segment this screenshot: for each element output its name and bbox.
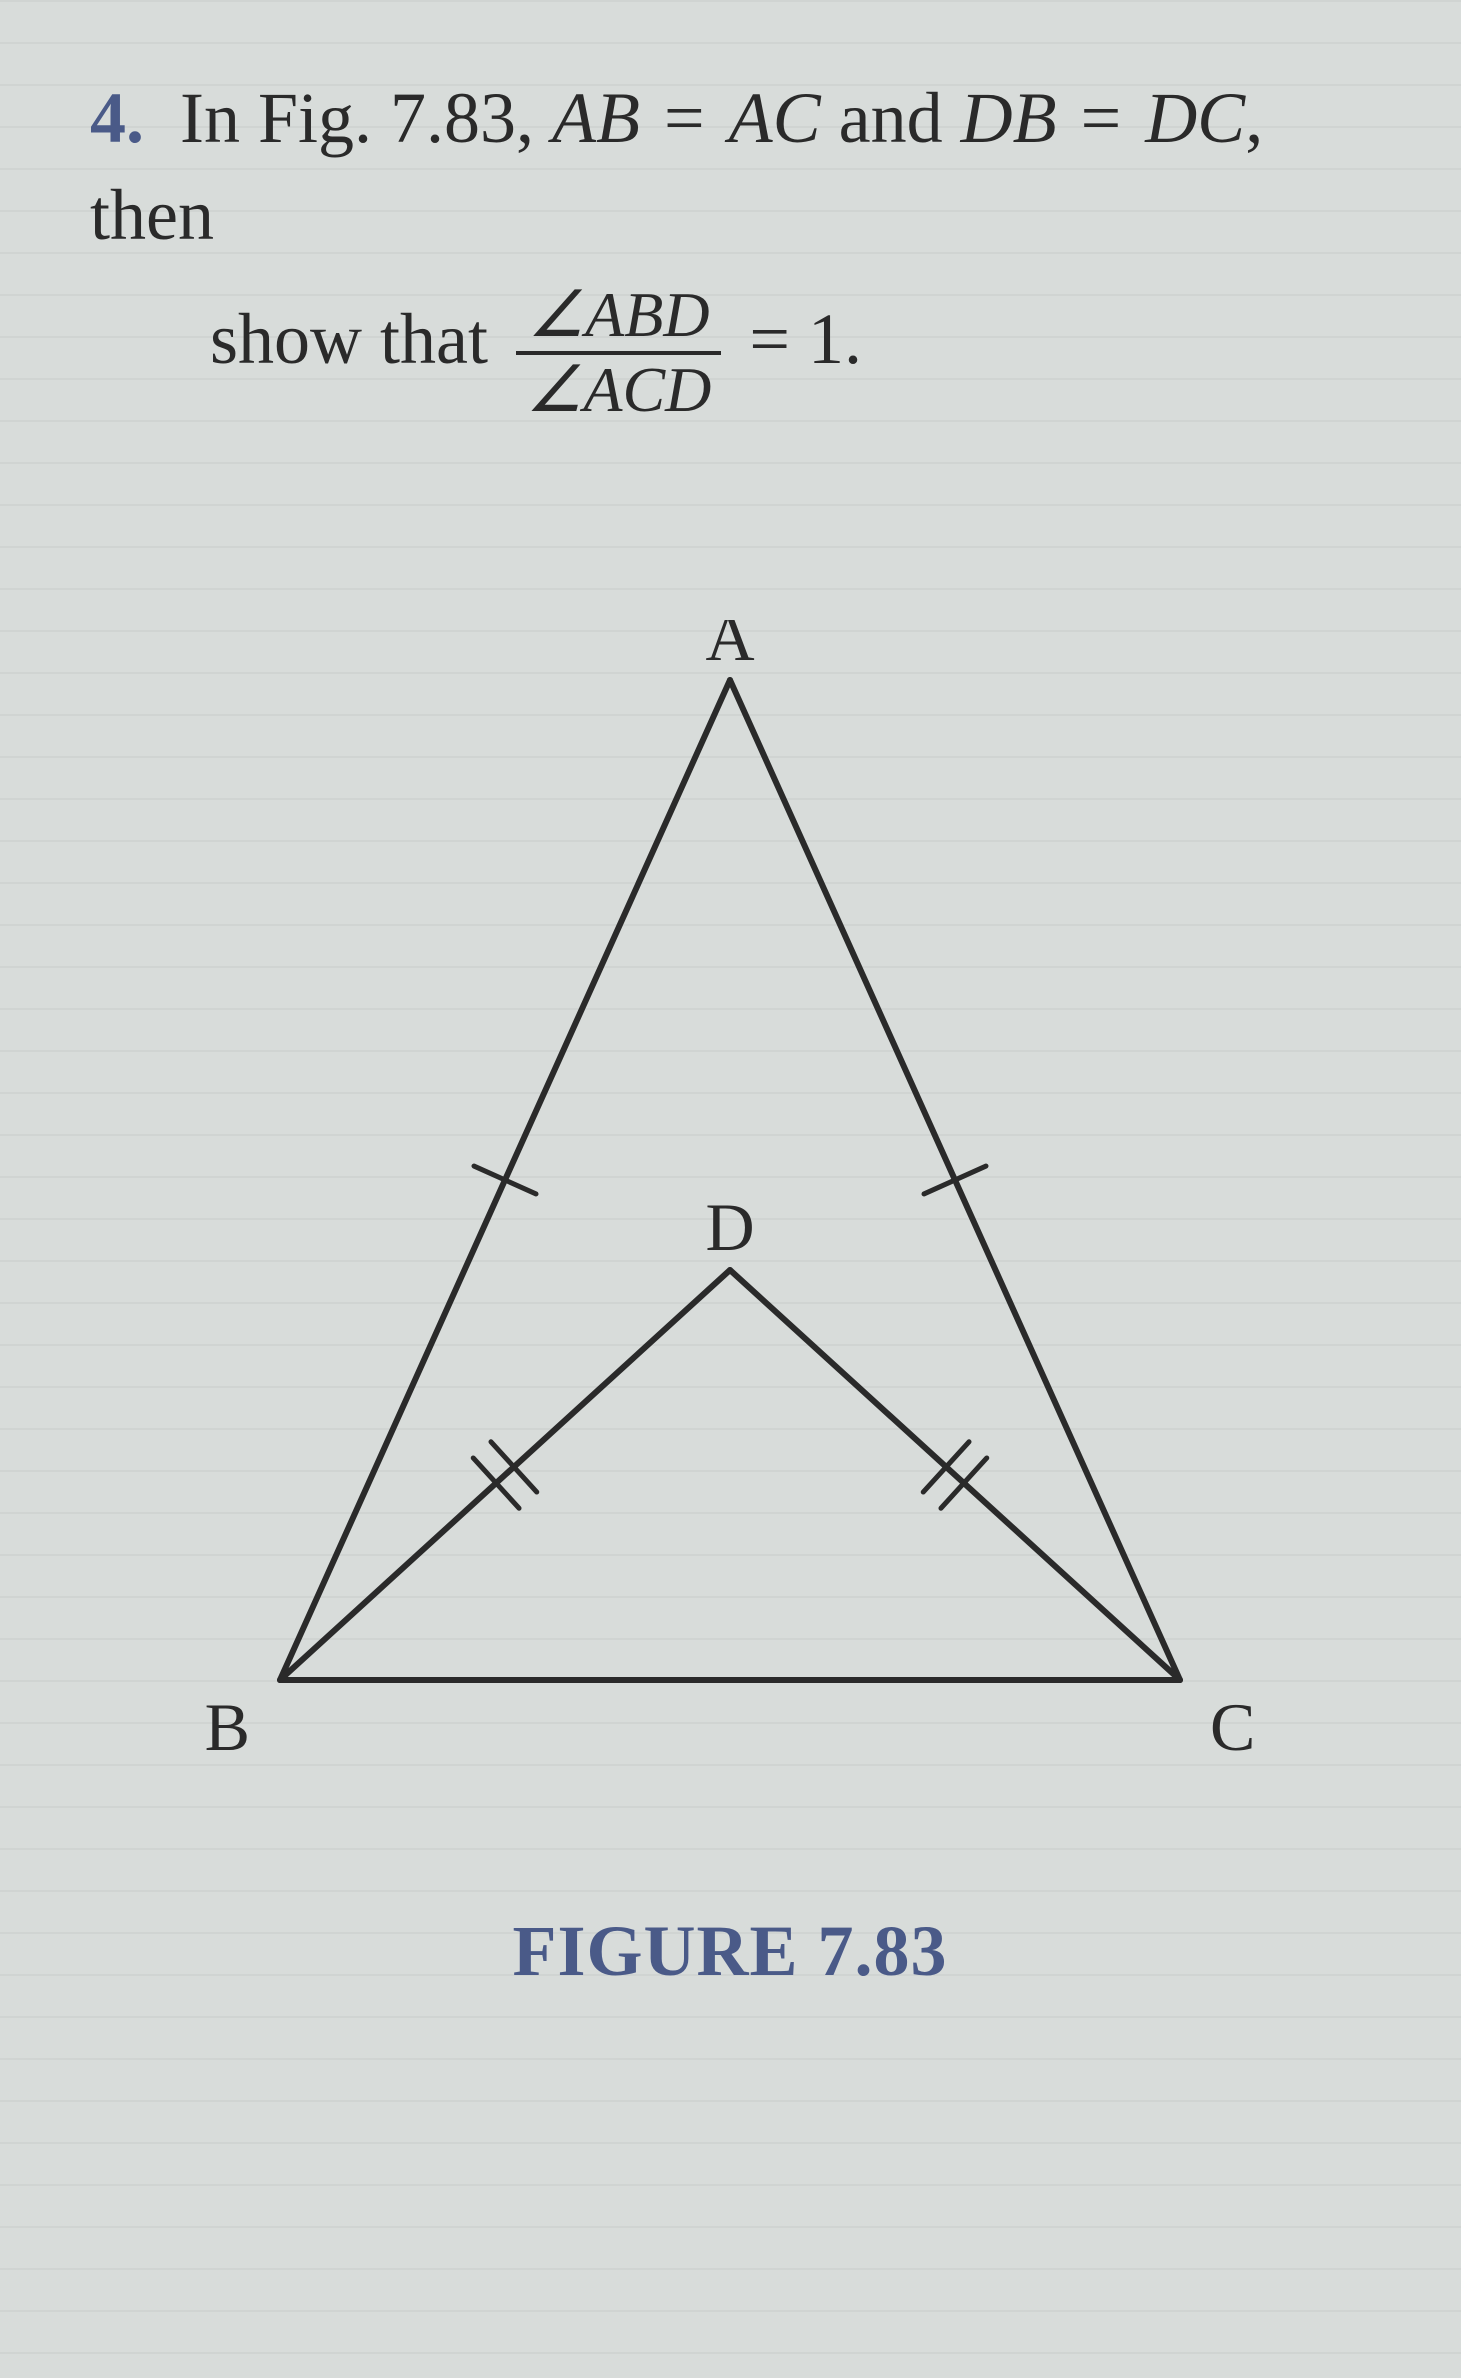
tick-AB [474,1166,536,1194]
triangle-diagram: A B C D [180,620,1280,1820]
fraction: ∠ABD ∠ACD [516,280,721,425]
label-B: B [205,1689,250,1765]
problem-text: 4. In Fig. 7.83, AB = AC and DB = DC, th… [90,70,1401,419]
eq2-lhs: DB [961,78,1057,158]
figure-ref: 7.83 [390,78,516,158]
fraction-denominator: ∠ACD [516,355,721,425]
page: 4. In Fig. 7.83, AB = AC and DB = DC, th… [0,0,1461,2378]
comma: , [516,78,534,158]
text-in-fig: In Fig. [180,78,372,158]
fraction-equals-one: = 1. [749,299,862,379]
eq2-rhs: DC [1145,78,1245,158]
label-D: D [705,1189,754,1265]
edge-DC [730,1270,1180,1680]
label-C: C [1210,1689,1255,1765]
edge-DB [280,1270,730,1680]
label-A: A [705,620,754,675]
eq1-op: = [664,78,705,158]
figure: A B C D FIGURE 7.83 [180,620,1280,2020]
problem-line-1: 4. In Fig. 7.83, AB = AC and DB = DC, th… [90,70,1401,264]
fraction-numerator: ∠ABD [516,280,721,354]
eq1-rhs: AC [729,78,821,158]
tick-AC [924,1166,986,1194]
question-number: 4. [90,78,144,158]
problem-line-2: show that ∠ABD ∠ACD = 1. [90,274,1401,419]
text-show-that: show that [210,299,488,379]
text-and: and [839,78,943,158]
eq2-op: = [1081,78,1122,158]
eq1-lhs: AB [552,78,640,158]
figure-caption: FIGURE 7.83 [180,1910,1280,1993]
